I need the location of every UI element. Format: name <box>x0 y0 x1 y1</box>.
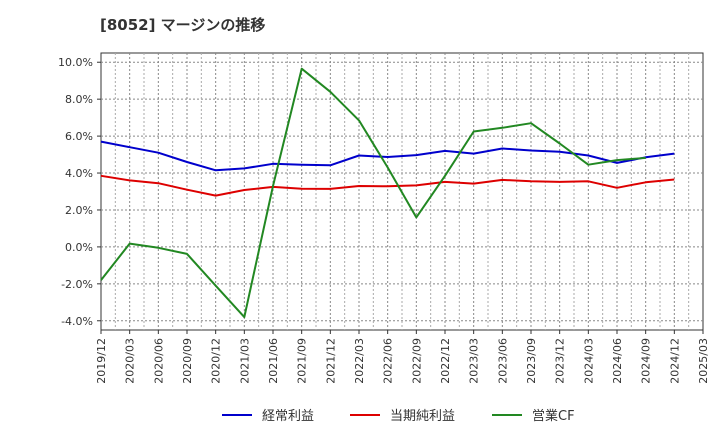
series-line-0 <box>100 140 675 172</box>
y-tick-label: 8.0% <box>65 93 93 106</box>
x-tick-label: 2021/06 <box>267 338 280 384</box>
grid <box>101 53 703 330</box>
legend-label-1: 当期純利益 <box>390 409 455 424</box>
y-tick-label: 10.0% <box>58 56 93 69</box>
chart-title: [8052] マージンの推移 <box>100 16 266 34</box>
x-tick-label: 2024/06 <box>611 338 624 384</box>
x-tick-label: 2021/03 <box>238 338 251 384</box>
x-tick-label: 2021/09 <box>296 338 309 384</box>
series-lines <box>100 67 675 319</box>
y-tick-label: -4.0% <box>61 315 93 328</box>
x-tick-label: 2020/12 <box>210 338 223 384</box>
y-tick-label: 0.0% <box>65 241 93 254</box>
x-tick-label: 2023/09 <box>525 338 538 384</box>
x-tick-label: 2022/09 <box>410 338 423 384</box>
y-tick-label: -2.0% <box>61 278 93 291</box>
x-tick-label: 2020/03 <box>124 338 137 384</box>
x-tick-label: 2022/06 <box>382 338 395 384</box>
y-tick-label: 2.0% <box>65 204 93 217</box>
x-tick-label: 2022/12 <box>439 338 452 384</box>
x-tick-label: 2021/12 <box>324 338 337 384</box>
y-tick-label: 6.0% <box>65 130 93 143</box>
x-tick-label: 2022/03 <box>353 338 366 384</box>
legend-label-0: 経常利益 <box>262 409 314 424</box>
y-axis-ticks: -4.0% -2.0% 0.0% 2.0% 4.0% 6.0% 8.0% 10.0% <box>58 56 101 328</box>
y-tick-label: 4.0% <box>65 167 93 180</box>
x-tick-label: 2020/06 <box>152 338 165 384</box>
series-line-2 <box>100 67 646 319</box>
legend: 経常利益 当期純利益 営業CF <box>222 408 575 424</box>
x-tick-label: 2024/03 <box>582 338 595 384</box>
x-tick-label: 2019/12 <box>95 338 108 384</box>
x-tick-label: 2025/03 <box>697 338 710 384</box>
x-tick-label: 2020/09 <box>181 338 194 384</box>
x-tick-label: 2023/03 <box>468 338 481 384</box>
x-axis-ticks: 2019/12 2020/03 2020/06 2020/09 2020/12 2021/… <box>95 330 710 384</box>
x-tick-label: 2023/12 <box>554 338 567 384</box>
x-tick-label: 2024/12 <box>668 338 681 384</box>
legend-label-2: 営業CF <box>532 408 575 424</box>
x-tick-label: 2024/09 <box>640 338 653 384</box>
series-line-1 <box>100 174 675 197</box>
x-tick-label: 2023/06 <box>496 338 509 384</box>
